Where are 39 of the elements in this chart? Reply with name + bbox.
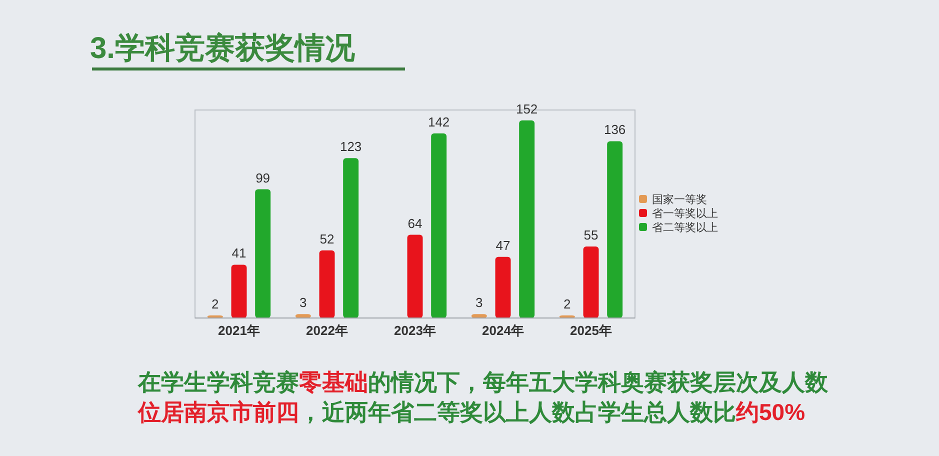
bar xyxy=(343,158,359,318)
legend-label: 国家一等奖 xyxy=(652,193,707,206)
data-label: 3 xyxy=(476,295,483,310)
x-tick-label: 2024年 xyxy=(482,323,524,338)
data-label: 55 xyxy=(584,228,598,242)
bar xyxy=(319,250,335,318)
text: ，近两年省二等奖以上人数占学生总人数比 xyxy=(299,399,736,425)
data-label: 2 xyxy=(564,296,571,312)
bar xyxy=(607,141,623,318)
bar xyxy=(583,246,599,318)
bar xyxy=(519,120,535,318)
data-label: 52 xyxy=(320,231,334,246)
x-tick-label: 2022年 xyxy=(306,323,348,338)
text: 零基础 xyxy=(299,369,368,395)
data-label: 142 xyxy=(428,114,450,130)
data-label: 99 xyxy=(256,170,270,186)
legend-label: 省二等奖以上 xyxy=(652,221,718,234)
bar xyxy=(407,234,423,318)
data-label: 3 xyxy=(300,295,307,310)
bar xyxy=(431,133,447,318)
x-tick-label: 2021年 xyxy=(218,323,260,338)
bar xyxy=(255,189,271,318)
text: 的情况下，每年五大学科奥赛获奖层次及人数 xyxy=(368,369,829,395)
data-label: 123 xyxy=(340,139,362,154)
bar xyxy=(231,264,247,318)
text: 在学生学科竞赛 xyxy=(137,369,299,395)
data-label: 136 xyxy=(604,122,626,138)
data-label: 47 xyxy=(496,238,510,253)
text: 约50% xyxy=(735,399,806,425)
data-label: 2 xyxy=(212,296,219,312)
legend-label: 省一等奖以上 xyxy=(652,207,718,220)
x-tick-label: 2023年 xyxy=(394,323,436,338)
data-label: 152 xyxy=(516,101,538,116)
text: 位居南京市前四 xyxy=(137,399,299,425)
bar xyxy=(495,256,511,318)
chart-title: 3.学科竞赛获奖情况 xyxy=(90,31,356,65)
data-label: 64 xyxy=(408,216,422,231)
x-tick-label: 2025年 xyxy=(570,323,612,338)
data-label: 41 xyxy=(232,246,246,261)
